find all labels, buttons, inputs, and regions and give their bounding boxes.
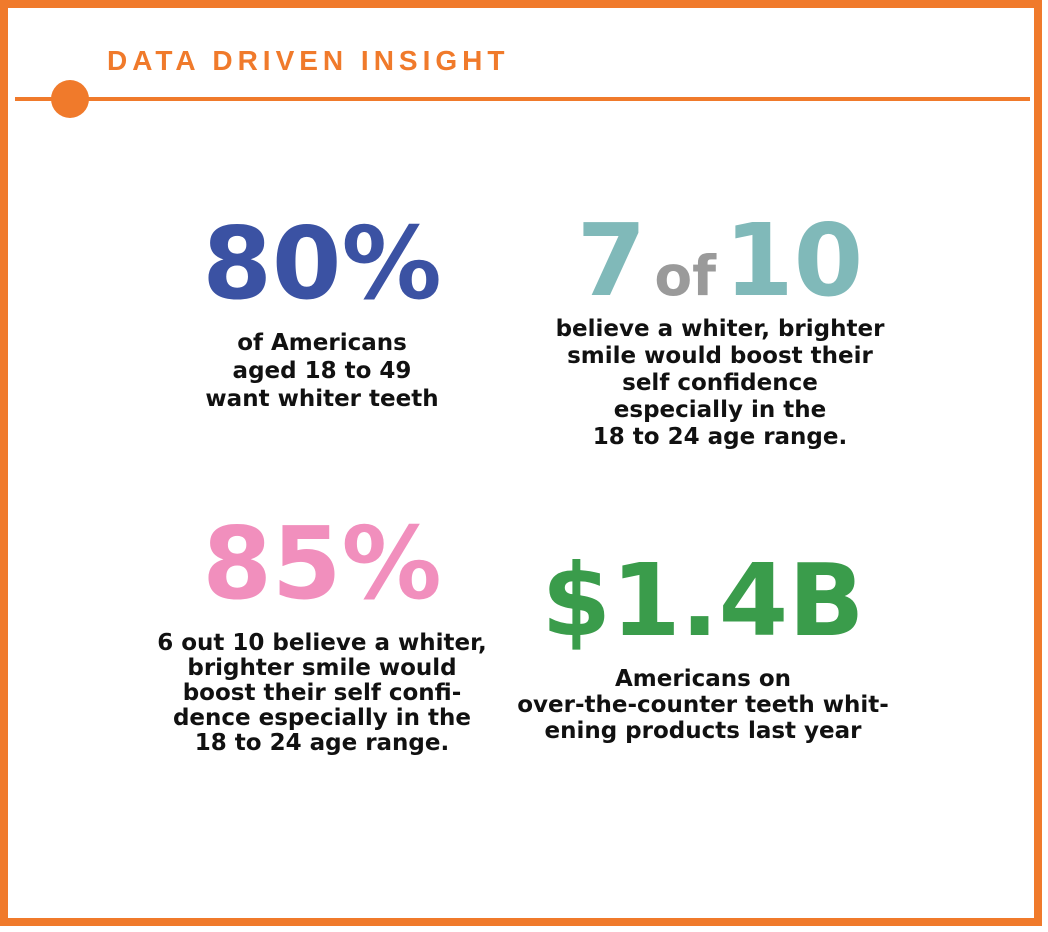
header-title: DATA DRIVEN INSIGHT	[107, 45, 509, 76]
stat-description: boost their self confi-	[183, 680, 462, 706]
stat-description: brighter smile would	[187, 655, 456, 681]
stat-figure: 85%	[202, 505, 441, 622]
stat-description: 6 out 10 believe a whiter,	[157, 630, 487, 656]
stat-description: over-the-counter teeth whit-	[517, 692, 889, 718]
stat-description: dence especially in the	[173, 705, 471, 731]
stat-figure-part: of	[654, 244, 717, 308]
stat-description: 18 to 24 age range.	[195, 730, 449, 756]
header-dot	[51, 80, 89, 118]
stat-figure-part: 85%	[202, 505, 441, 622]
stat-description: especially in the	[614, 397, 826, 423]
stat-description: ening products last year	[544, 718, 862, 744]
stat-figure-part: 10	[724, 202, 863, 319]
stat-figure: 80%	[202, 205, 441, 322]
stat-figure-part: 7	[577, 202, 647, 319]
stat-figure-part: $1.4B	[542, 542, 865, 659]
stat-description: want whiter teeth	[205, 386, 438, 412]
stat-description: smile would boost their	[567, 343, 873, 369]
stat-figure: 7 of10	[577, 202, 863, 319]
stat-description: of Americans	[237, 330, 407, 356]
stat-description: aged 18 to 49	[233, 358, 412, 384]
stat-description: self confidence	[622, 370, 818, 396]
stat-description: Americans on	[615, 666, 791, 692]
stat-description: 18 to 24 age range.	[593, 424, 847, 450]
stat-figure-part: 80%	[202, 205, 441, 322]
stat-description: believe a whiter, brighter	[556, 316, 885, 342]
stat-figure: $1.4B	[542, 542, 865, 659]
